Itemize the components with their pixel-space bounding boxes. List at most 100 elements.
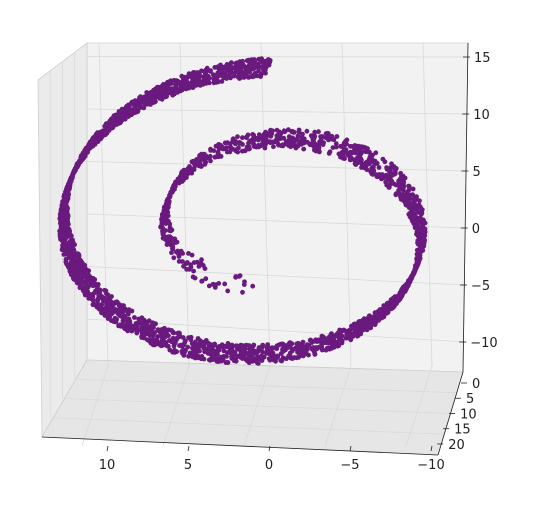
data-point [212,341,218,347]
data-point [146,318,152,324]
data-point [159,334,165,339]
data-point [168,78,174,84]
z-grid-line [86,161,467,172]
z-grid-line [86,213,467,229]
data-point [235,134,240,140]
data-point [179,73,185,79]
data-point [351,321,357,327]
data-point [71,256,77,262]
data-point [235,353,241,359]
y-tick-label: 20 [448,438,465,453]
x-axis-line [41,436,439,456]
data-point [251,342,257,348]
panes [37,42,469,456]
data-point [86,268,92,274]
data-point [208,146,213,152]
data-point [174,239,180,245]
data-point [165,213,171,219]
data-point [186,251,191,256]
y-tick-label: 0 [472,377,480,392]
data-point [212,65,218,70]
data-point [169,227,175,233]
data-point [233,343,239,349]
data-point [188,334,194,340]
data-point [165,343,171,349]
x-floor-grid-line [81,365,109,447]
data-point [249,57,255,63]
data-point [167,193,173,199]
data-point [65,195,71,201]
data-point [67,228,73,234]
data-point [93,302,98,308]
data-point [76,252,82,257]
data-point [371,164,376,170]
x-tick-label: 0 [265,458,273,473]
x-tick-label: −5 [340,458,359,473]
data-point [301,146,307,152]
data-point [65,205,70,211]
data-point [216,281,222,286]
data-point [381,303,387,309]
data-point [269,345,275,351]
data-point [295,133,301,139]
data-point [126,102,131,108]
data-point [167,221,173,227]
data-point [304,128,310,134]
x-tick-label: −10 [417,458,444,473]
data-point [356,319,362,324]
data-point [114,299,120,305]
data-point [224,145,230,151]
data-point [101,295,107,301]
data-point [103,288,109,294]
x-tick-mark [106,445,109,452]
y-tick-label: 15 [454,423,471,438]
data-point [190,274,196,280]
data-point [178,248,184,254]
x-tick-mark [268,445,271,452]
data-point [194,259,200,265]
data-point [225,341,231,346]
data-point [268,127,273,133]
data-point [245,132,251,138]
data-point [256,68,261,74]
data-points [57,56,428,366]
data-point [189,159,195,165]
data-point [310,345,316,350]
data-point [287,340,293,345]
data-point [337,327,343,333]
data-point [300,339,306,345]
data-point [412,268,418,273]
data-point [376,165,382,170]
data-point [406,184,412,189]
data-point [186,71,192,77]
data-point [383,179,389,185]
x-tick-mark [349,445,352,452]
data-point [236,145,241,151]
data-point [361,316,367,322]
data-point [109,294,114,299]
data-point [195,336,201,341]
data-point [308,337,313,343]
data-point [304,342,310,348]
data-point [129,99,135,105]
data-point [175,248,181,254]
data-point [422,237,427,243]
data-point [316,129,321,135]
data-point [312,129,318,135]
data-point [87,139,93,145]
y-floor-grid-line [75,378,457,394]
data-point [70,237,75,243]
data-point [393,166,399,171]
data-point [224,62,230,67]
data-point [300,131,305,137]
data-point [281,128,287,134]
data-point [338,143,344,149]
data-point [67,185,73,191]
data-point [210,72,216,77]
data-point [408,200,413,206]
data-point [219,342,225,348]
data-point [162,228,168,233]
data-point [238,342,244,348]
z-tick-label: −10 [470,336,497,351]
